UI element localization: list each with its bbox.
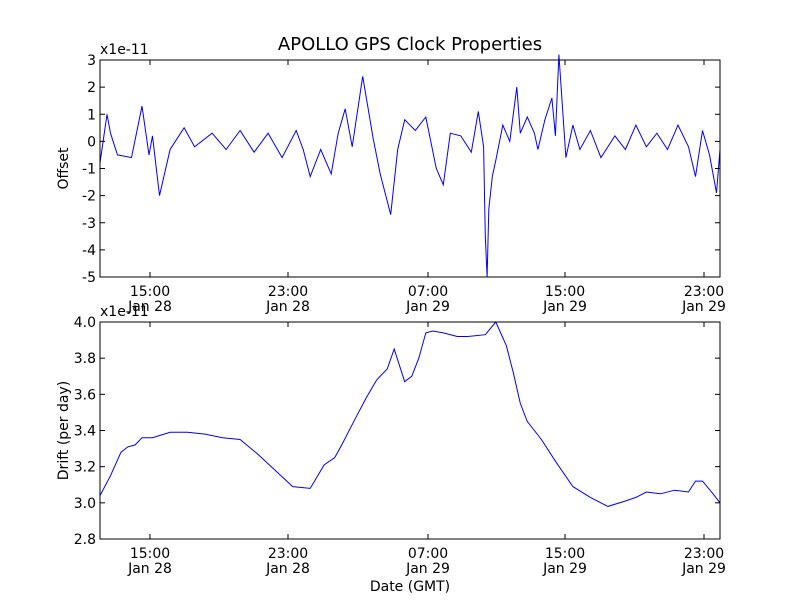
x-tick-date: Jan 29 — [405, 299, 450, 315]
x-tick-time: 23:00 — [268, 546, 308, 562]
x-tick-date: Jan 29 — [681, 299, 726, 315]
y-tick-label: -4 — [82, 243, 96, 259]
y-tick-label: 2.8 — [74, 532, 96, 548]
y-axis-label: Drift (per day) — [56, 381, 72, 480]
x-tick-time: 07:00 — [408, 546, 448, 562]
x-tick-date: Jan 29 — [542, 561, 587, 577]
y-tick-label: 3.6 — [74, 387, 96, 403]
y-tick-label: 2 — [87, 80, 96, 96]
x-tick-time: 23:00 — [268, 284, 308, 300]
x-tick-time: 15:00 — [130, 546, 170, 562]
x-tick-date: Jan 28 — [265, 299, 310, 315]
x-tick-time: 07:00 — [408, 284, 448, 300]
x-tick-date: Jan 28 — [265, 561, 310, 577]
exponent-label: x1e-11 — [100, 42, 149, 58]
y-axis-label: Offset — [56, 147, 72, 190]
y-tick-label: 4.0 — [74, 315, 96, 331]
y-tick-label: 3.4 — [74, 424, 96, 440]
series-line — [99, 54, 721, 278]
y-tick-label: -5 — [82, 270, 96, 286]
y-tick-label: 3 — [87, 53, 96, 69]
x-tick-time: 15:00 — [545, 284, 585, 300]
x-tick-date: Jan 28 — [127, 561, 172, 577]
y-tick-label: -2 — [82, 189, 96, 205]
y-tick-label: 0 — [87, 134, 96, 150]
exponent-label: x1e-11 — [100, 304, 149, 320]
y-tick-label: 3.8 — [74, 351, 96, 367]
y-tick-label: -1 — [82, 162, 96, 178]
y-tick-label: 1 — [87, 107, 96, 123]
x-axis-label: Date (GMT) — [370, 579, 450, 595]
y-tick-label: -3 — [82, 216, 96, 232]
y-tick-label: 3.0 — [74, 496, 96, 512]
x-tick-time: 23:00 — [684, 284, 724, 300]
x-tick-date: Jan 28 — [127, 299, 172, 315]
figure-title: APOLLO GPS Clock Properties — [278, 34, 542, 55]
x-tick-date: Jan 29 — [681, 561, 726, 577]
x-tick-time: 15:00 — [130, 284, 170, 300]
x-tick-date: Jan 29 — [542, 299, 587, 315]
series-line — [99, 321, 721, 507]
x-tick-time: 15:00 — [545, 546, 585, 562]
y-tick-label: 3.2 — [74, 460, 96, 476]
x-tick-time: 23:00 — [684, 546, 724, 562]
x-tick-date: Jan 29 — [405, 561, 450, 577]
